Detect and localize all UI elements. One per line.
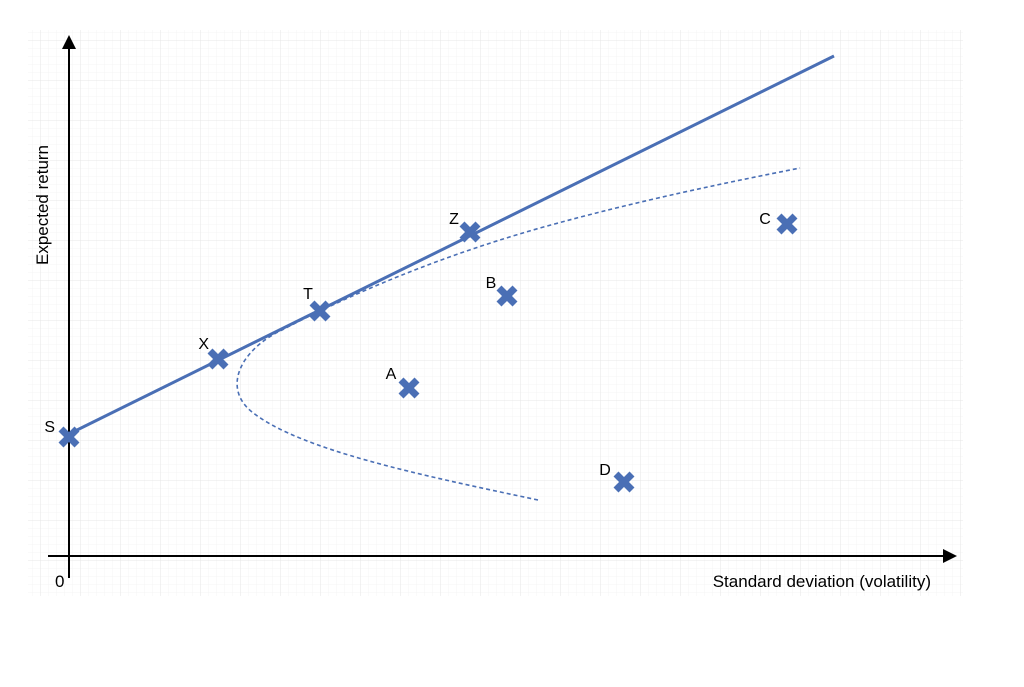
- point-marker-z: [459, 221, 481, 243]
- point-label-x: X: [198, 336, 209, 353]
- point-markers: S X T Z A B C D: [44, 211, 798, 493]
- point-marker-t: [309, 300, 331, 322]
- background-grid: [28, 30, 963, 596]
- point-marker-s: [58, 426, 80, 448]
- point-label-b: B: [486, 275, 497, 292]
- point-marker-d: [613, 471, 635, 493]
- y-axis-label: Expected return: [33, 145, 52, 265]
- x-axis-label: Standard deviation (volatility): [713, 572, 931, 591]
- point-label-s: S: [44, 419, 55, 436]
- point-label-d: D: [599, 462, 611, 479]
- point-marker-x: [207, 348, 229, 370]
- capital-market-line: [68, 54, 835, 436]
- point-label-a: A: [386, 366, 397, 383]
- point-marker-b: [496, 285, 518, 307]
- point-label-z: Z: [449, 211, 459, 228]
- origin-label: 0: [55, 572, 64, 591]
- y-axis-arrowhead: [62, 35, 76, 49]
- x-axis-arrowhead: [943, 549, 957, 563]
- point-label-t: T: [303, 286, 313, 303]
- point-label-c: C: [759, 211, 771, 228]
- point-marker-c: [776, 213, 798, 235]
- point-marker-a: [398, 377, 420, 399]
